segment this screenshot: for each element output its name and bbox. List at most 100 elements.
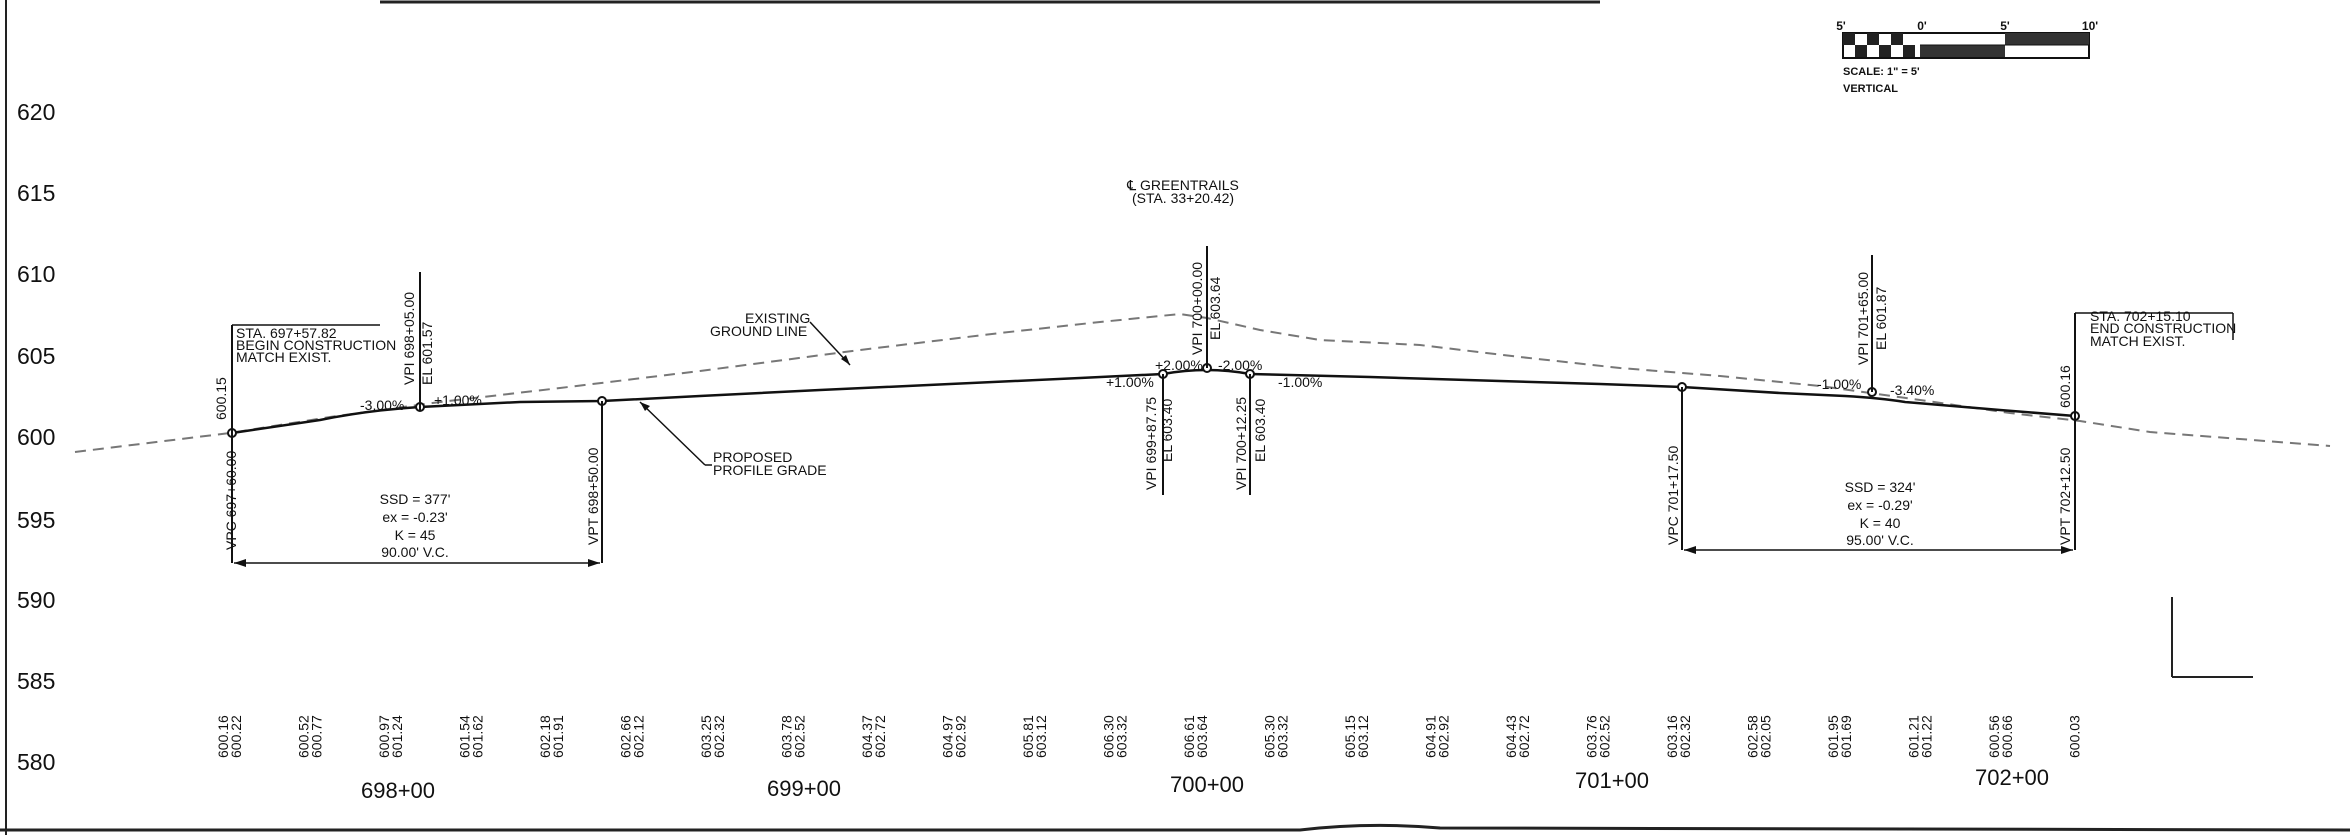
proposed-elevation: 602.92 [953,715,969,758]
existing-elevation: 603.76 [1584,715,1600,758]
y-tick-label: 620 [17,99,55,125]
existing-elevation: 604.37 [859,715,875,758]
begin-sta: STA. 697+57.82 [236,325,337,341]
y-tick-label: 600 [17,424,55,450]
proposed-elevation: 602.05 [1758,715,1774,758]
existing-elevation: 606.61 [1181,715,1197,758]
proposed-elevation: 602.52 [792,715,808,758]
begin-construction: BEGIN CONSTRUCTION [236,337,396,353]
existing-elevation: 606.30 [1101,715,1117,758]
scale-tick-label: 5' [2000,19,2010,33]
greentrails-sta: (STA. 33+20.42) [1132,190,1234,206]
svg-text:ex = -0.23': ex = -0.23' [382,509,447,525]
existing-ground-label: EXISTING GROUND LINE [710,310,851,366]
svg-text:ex = -0.29': ex = -0.29' [1847,497,1912,513]
existing-elevation: 602.18 [537,715,553,758]
vpi1-elev: EL 601.57 [419,321,435,385]
vpt1-label: VPT 698+50.00 [585,447,601,545]
vpi-right-elev: EL 603.40 [1252,398,1268,462]
begin-construction-note: STA. 697+57.82 BEGIN CONSTRUCTION MATCH … [213,324,396,420]
proposed-elevation: 601.24 [389,715,405,758]
existing-elevation: 600.97 [376,715,392,758]
proposed-elevation: 602.72 [872,715,888,758]
vpi3-elev: EL 601.87 [1873,286,1889,350]
scale-tick-label: 0' [1917,19,1927,33]
svg-text:90.00' V.C.: 90.00' V.C. [381,544,449,560]
proposed-profile-grade [231,368,2076,435]
y-tick-label: 605 [17,343,55,369]
svg-text:PROFILE GRADE: PROFILE GRADE [713,462,827,478]
vertical-curve-1: SSD = 377' ex = -0.23' K = 45 90.00' V.C… [234,491,600,567]
proposed-elevation: 603.64 [1194,715,1210,758]
vpt2-label: VPT 702+12.50 [2057,447,2073,545]
proposed-elevation: 601.62 [470,715,486,758]
proposed-elevation: 602.92 [1436,715,1452,758]
scale-tick-label: 5' [1836,19,1846,33]
corner-mark [2171,597,2253,678]
vpi2-label: VPI 700+00.00 [1189,262,1205,355]
station-label: 700+00 [1170,772,1244,797]
scale-orientation: VERTICAL [1843,83,1898,95]
grade-label: -3.00% [360,397,404,413]
svg-text:EXISTING: EXISTING [745,310,810,326]
end-match: MATCH EXIST. [2090,333,2185,349]
station-label: 698+00 [361,778,435,803]
existing-elevation: 600.16 [215,715,231,758]
station-label: 701+00 [1575,768,1649,793]
svg-text:GROUND LINE: GROUND LINE [710,323,807,339]
existing-elevation: 603.16 [1664,715,1680,758]
proposed-elevation: 603.12 [1033,715,1049,758]
vpi2-elev: EL 603.64 [1207,276,1223,340]
existing-elevation: 603.25 [698,715,714,758]
vpi-left-label: VPI 699+87.75 [1143,397,1159,490]
end-sta: STA. 702+15.10 [2090,308,2191,324]
end-elev: 600.16 [2057,365,2073,408]
svg-text:PROPOSED: PROPOSED [713,449,792,465]
proposed-elevation: 603.32 [1114,715,1130,758]
greentrails-label: ℄ GREENTRAILS [1126,177,1239,193]
y-tick-label: 615 [17,180,55,206]
svg-text:K = 40: K = 40 [1860,515,1901,531]
y-tick-label: 610 [17,261,55,287]
y-tick-label: 595 [17,507,55,533]
grade-label: +1.00% [434,392,482,408]
vpi3-label: VPI 701+65.00 [1855,272,1871,365]
x-axis-stations: 698+00 699+00 700+00 701+00 702+00 [361,765,2049,803]
proposed-elevation: 602.12 [631,715,647,758]
proposed-elevation: 602.72 [1516,715,1532,758]
y-axis: 620 615 610 605 600 595 590 585 580 [17,99,55,775]
existing-elevation: 600.56 [1986,715,2002,758]
proposed-elevation: 601.91 [550,715,566,758]
existing-elevation: 604.43 [1503,715,1519,758]
station-lines [231,246,2076,563]
grade-label: -3.40% [1890,382,1934,398]
vertical-callouts: VPC 697+60.00 VPI 698+05.00 EL 601.57 VP… [223,262,2073,550]
station-label: 702+00 [1975,765,2049,790]
existing-elevation: 601.21 [1906,715,1922,758]
vpi-left-elev: EL 603.40 [1159,398,1175,462]
scale-tick-label: 10' [2082,19,2098,33]
proposed-elevation: 601.22 [1919,715,1935,758]
svg-text:SSD = 377': SSD = 377' [380,491,451,507]
proposed-elevation: 602.32 [1677,715,1693,758]
scale-text: SCALE: 1" = 5' [1843,66,1920,78]
proposed-grade-label: PROPOSED PROFILE GRADE [639,401,827,478]
svg-text:95.00' V.C.: 95.00' V.C. [1846,532,1914,548]
vpi1-label: VPI 698+05.00 [401,292,417,385]
station-label: 699+00 [767,776,841,801]
grade-label: -2.00% [1218,357,1262,373]
vpc2-label: VPC 701+17.50 [1665,446,1681,545]
begin-match: MATCH EXIST. [236,349,331,365]
existing-elevation: 604.97 [940,715,956,758]
svg-text:K = 45: K = 45 [395,527,436,543]
existing-elevation: 602.66 [618,715,634,758]
y-tick-label: 580 [17,749,55,775]
greentrails-note: ℄ GREENTRAILS (STA. 33+20.42) [1126,177,1239,206]
proposed-elevation: 602.32 [711,715,727,758]
proposed-elevation: 603.32 [1275,715,1291,758]
proposed-elevation: 600.77 [309,715,325,758]
svg-text:SSD = 324': SSD = 324' [1845,479,1916,495]
